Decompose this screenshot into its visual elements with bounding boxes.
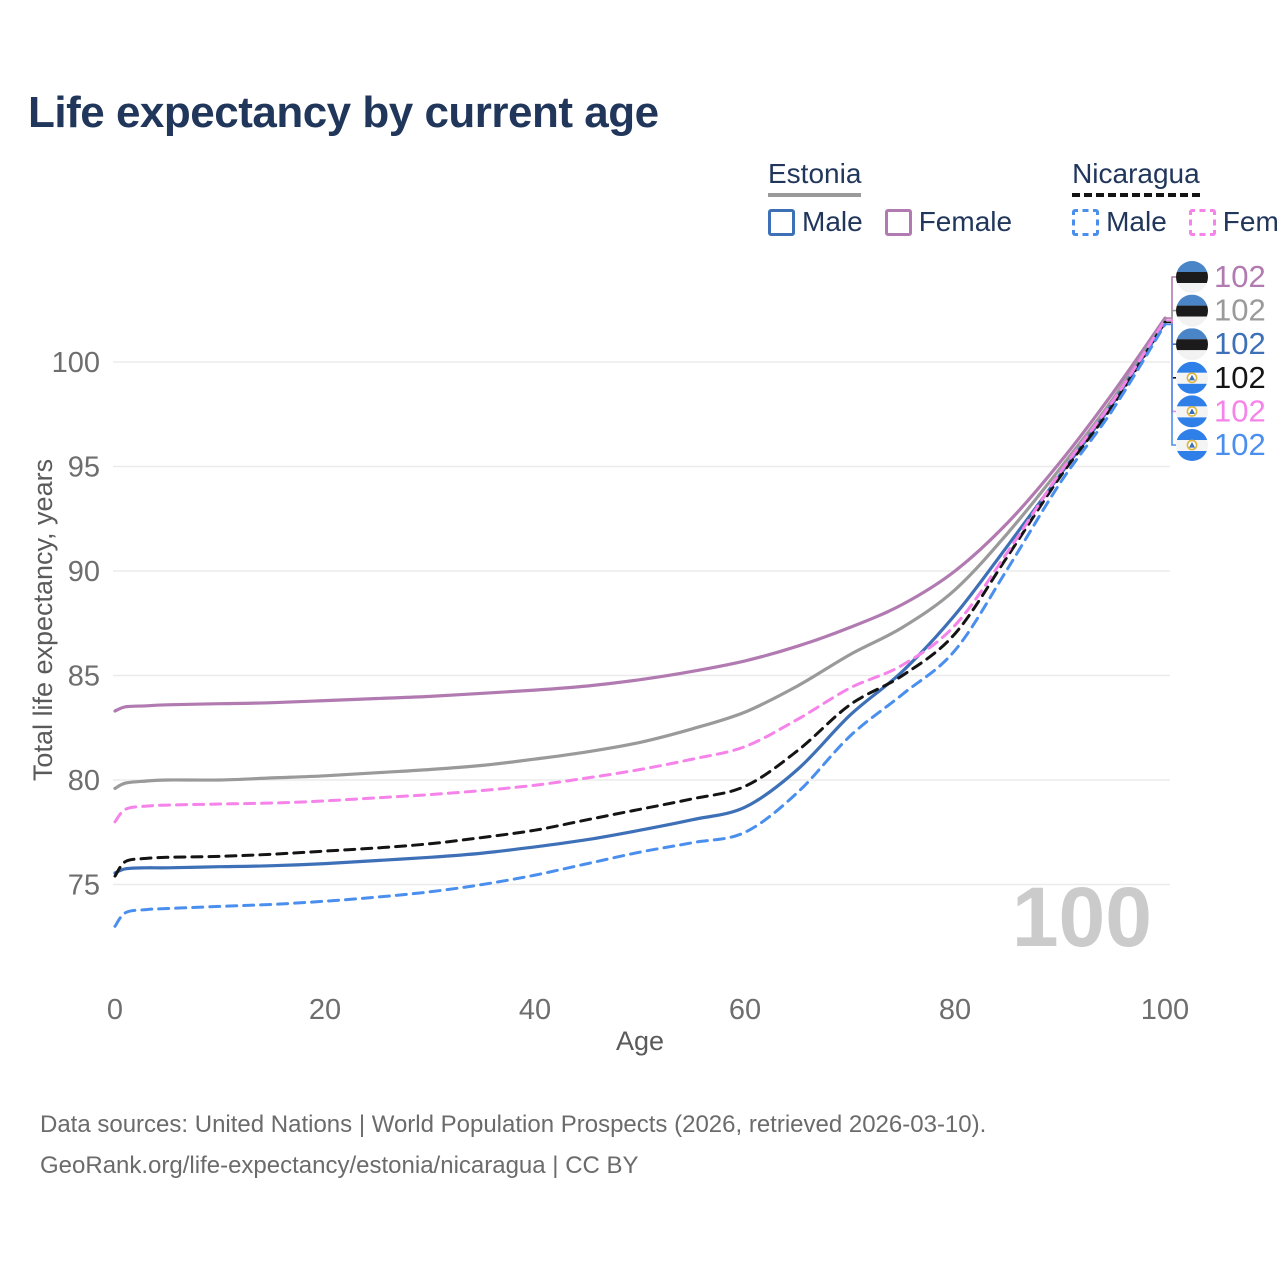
y-axis-title: Total life expectancy, years: [28, 459, 58, 781]
x-tick-label: 40: [519, 994, 551, 1026]
legend-group-nicaragua: Nicaragua Male Female: [1072, 158, 1280, 238]
estonia-flag-icon: [1176, 261, 1208, 293]
legend-item-label: Female: [918, 206, 1013, 237]
footer: Data sources: United Nations | World Pop…: [40, 1104, 986, 1186]
data-sources-text: Data sources: United Nations | World Pop…: [40, 1111, 987, 1138]
series-line-nicaragua-female: [113, 318, 1167, 824]
x-axis-tick-labels: 0 20 40 60 80 100: [107, 994, 1189, 1026]
legend-item-estonia-male[interactable]: Male: [768, 206, 863, 238]
nicaragua-flag-icon: [1176, 395, 1208, 428]
leader-line: [1166, 323, 1176, 446]
legend-country-estonia: Estonia: [768, 158, 862, 197]
end-label: 102: [1214, 326, 1266, 361]
y-tick-label: 95: [68, 452, 100, 484]
end-label: 102: [1214, 427, 1266, 462]
y-axis-tick-labels: 75 80 85 90 95 100: [52, 347, 100, 902]
estonia-female-swatch-icon: [884, 208, 912, 236]
leader-line: [1166, 321, 1176, 345]
nicaragua-female-swatch-icon: [1188, 208, 1216, 236]
y-tick-label: 100: [52, 347, 100, 379]
series-lines: [113, 316, 1167, 928]
leader-line: [1166, 319, 1176, 413]
legend: Estonia Male Female Nicaragua Male Femal…: [768, 158, 1280, 238]
legend-item-label: Male: [1106, 206, 1167, 237]
estonia-flag-icon: [1176, 294, 1208, 327]
x-tick-label: 0: [107, 994, 123, 1026]
legend-item-nicaragua-female[interactable]: Female: [1188, 206, 1280, 238]
end-label: 102: [1214, 393, 1266, 428]
flag-icons: [1176, 261, 1208, 461]
legend-country-nicaragua: Nicaragua: [1072, 158, 1200, 197]
series-line-nicaragua: [113, 320, 1167, 878]
y-tick-label: 85: [68, 661, 100, 693]
y-tick-label: 75: [68, 870, 100, 902]
nicaragua-male-swatch-icon: [1072, 208, 1100, 236]
attribution-text: GeoRank.org/life-expectancy/estonia/nica…: [40, 1152, 639, 1179]
gridlines: [113, 361, 1170, 886]
page-title: Life expectancy by current age: [28, 88, 659, 137]
series-line-nicaragua-male: [113, 322, 1167, 928]
series-line-estonia: [113, 318, 1167, 790]
legend-item-estonia-female[interactable]: Female: [884, 206, 1013, 238]
y-tick-label: 80: [68, 765, 100, 797]
x-tick-label: 20: [309, 994, 341, 1026]
leader-lines: [1166, 276, 1176, 446]
nicaragua-flag-icon: [1176, 361, 1208, 394]
legend-item-label: Female: [1222, 206, 1280, 237]
estonia-male-swatch-icon: [768, 208, 795, 236]
age-watermark: 100: [1012, 870, 1152, 964]
y-tick-label: 90: [68, 556, 100, 588]
legend-group-estonia: Estonia Male Female: [768, 158, 1012, 238]
nicaragua-flag-icon: [1176, 429, 1208, 461]
end-label: 102: [1214, 360, 1266, 395]
x-tick-label: 100: [1141, 994, 1189, 1026]
x-tick-label: 80: [939, 994, 971, 1026]
leader-line: [1166, 321, 1176, 379]
legend-item-nicaragua-male[interactable]: Male: [1072, 206, 1167, 238]
end-label: 102: [1214, 293, 1266, 328]
leader-line: [1166, 276, 1176, 319]
x-axis-title: Age: [616, 1026, 664, 1056]
estonia-flag-icon: [1176, 328, 1208, 361]
end-label: 102: [1214, 259, 1266, 294]
series-line-estonia-male: [113, 320, 1167, 875]
x-tick-label: 60: [729, 994, 761, 1026]
series-line-estonia-female: [113, 316, 1167, 713]
legend-item-label: Male: [802, 206, 863, 237]
